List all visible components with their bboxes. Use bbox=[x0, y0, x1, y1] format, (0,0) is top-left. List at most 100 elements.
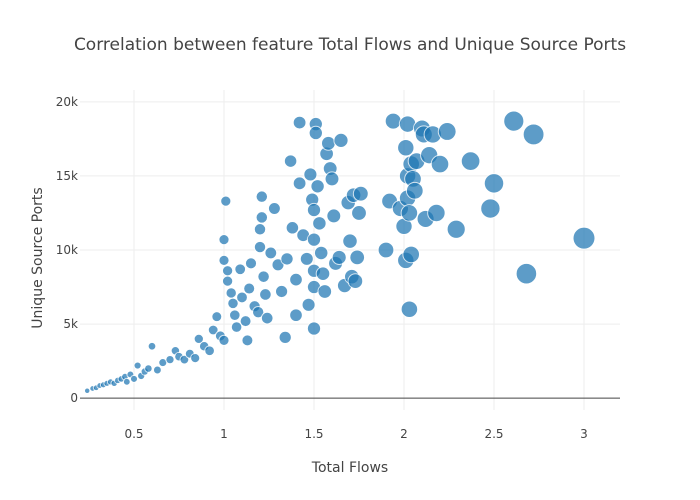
y-tick-label: 20k bbox=[56, 95, 78, 109]
scatter-point[interactable] bbox=[289, 272, 303, 287]
scatter-point[interactable] bbox=[211, 311, 223, 323]
scatter-point[interactable] bbox=[324, 171, 340, 187]
scatter-point[interactable] bbox=[384, 112, 402, 130]
scatter-point[interactable] bbox=[515, 262, 538, 285]
scatter-point[interactable] bbox=[352, 185, 369, 202]
scatter-point[interactable] bbox=[283, 154, 298, 168]
axes: 0.5 1 1.5 2 2.5 3 0 5k 10k 15k 20k bbox=[56, 95, 620, 441]
scatter-point[interactable] bbox=[227, 297, 239, 310]
scatter-point[interactable] bbox=[301, 297, 316, 312]
y-tick-label: 5k bbox=[63, 317, 78, 331]
scatter-point[interactable] bbox=[303, 167, 318, 182]
scatter-point[interactable] bbox=[253, 223, 267, 236]
scatter-point[interactable] bbox=[257, 270, 270, 283]
scatter-point[interactable] bbox=[483, 173, 505, 194]
scatter-point[interactable] bbox=[427, 203, 446, 223]
scatter-point[interactable] bbox=[221, 265, 234, 277]
y-tick-label: 10k bbox=[56, 243, 78, 257]
scatter-point[interactable] bbox=[278, 330, 292, 345]
scatter-point[interactable] bbox=[321, 135, 336, 151]
scatter-point[interactable] bbox=[280, 252, 294, 266]
scatter-point[interactable] bbox=[229, 309, 241, 321]
scatter-point[interactable] bbox=[190, 353, 201, 364]
scatter-point[interactable] bbox=[313, 245, 329, 261]
scatter-point[interactable] bbox=[285, 220, 300, 235]
scatter-point[interactable] bbox=[308, 125, 323, 141]
scatter-point[interactable] bbox=[480, 198, 501, 219]
scatter-point[interactable] bbox=[522, 123, 545, 146]
y-axis-title: Unique Source Ports bbox=[30, 187, 46, 328]
scatter-point[interactable] bbox=[218, 334, 230, 346]
scatter-point[interactable] bbox=[347, 273, 364, 289]
scatter-point[interactable] bbox=[218, 234, 230, 246]
scatter-point[interactable] bbox=[207, 324, 219, 336]
scatter-point[interactable] bbox=[221, 275, 234, 287]
scatter-point[interactable] bbox=[572, 226, 596, 250]
data-points bbox=[83, 110, 596, 394]
scatter-point[interactable] bbox=[259, 288, 272, 301]
scatter-point[interactable] bbox=[193, 333, 204, 345]
scatter-point[interactable] bbox=[234, 263, 247, 276]
scatter-point[interactable] bbox=[133, 361, 142, 370]
scatter-point[interactable] bbox=[239, 315, 252, 328]
scatter-point[interactable] bbox=[236, 291, 248, 304]
scatter-point[interactable] bbox=[460, 151, 481, 171]
scatter-point[interactable] bbox=[129, 374, 139, 383]
scatter-point[interactable] bbox=[306, 232, 322, 247]
scatter-point[interactable] bbox=[349, 249, 366, 266]
scatter-point[interactable] bbox=[244, 257, 258, 270]
scatter-point[interactable] bbox=[299, 251, 314, 266]
y-tick-label: 0 bbox=[70, 391, 78, 405]
scatter-point[interactable] bbox=[230, 321, 243, 333]
scatter-point[interactable] bbox=[165, 354, 175, 365]
scatter-point[interactable] bbox=[306, 321, 322, 336]
scatter-point[interactable] bbox=[326, 208, 342, 224]
scatter-point[interactable] bbox=[275, 284, 289, 299]
scatter-point[interactable] bbox=[377, 241, 395, 259]
scatter-point[interactable] bbox=[310, 179, 325, 194]
scatter-point[interactable] bbox=[255, 211, 269, 224]
scatter-point[interactable] bbox=[122, 377, 131, 386]
scatter-point[interactable] bbox=[241, 334, 254, 347]
scatter-point[interactable] bbox=[437, 122, 457, 141]
x-tick-label: 1 bbox=[220, 427, 228, 441]
scatter-point[interactable] bbox=[152, 365, 162, 375]
scatter-point[interactable] bbox=[255, 190, 269, 203]
scatter-point[interactable] bbox=[306, 202, 322, 218]
scatter-point[interactable] bbox=[503, 110, 525, 132]
scatter-point[interactable] bbox=[400, 204, 419, 222]
scatter-point[interactable] bbox=[405, 181, 424, 200]
scatter-point[interactable] bbox=[243, 282, 256, 295]
scatter-point[interactable] bbox=[144, 364, 153, 373]
scatter-point[interactable] bbox=[267, 202, 281, 215]
gridlines bbox=[80, 90, 620, 410]
scatter-point[interactable] bbox=[83, 387, 91, 394]
scatter-point[interactable] bbox=[147, 341, 157, 351]
scatter-point[interactable] bbox=[430, 154, 450, 174]
scatter-point[interactable] bbox=[292, 176, 307, 191]
x-tick-label: 1.5 bbox=[304, 427, 323, 441]
scatter-point[interactable] bbox=[312, 216, 327, 231]
scatter-point[interactable] bbox=[397, 139, 415, 157]
scatter-point[interactable] bbox=[351, 205, 367, 221]
scatter-point[interactable] bbox=[292, 115, 307, 130]
scatter-point[interactable] bbox=[252, 306, 265, 319]
scatter-point[interactable] bbox=[400, 300, 419, 319]
scatter-point[interactable] bbox=[402, 245, 421, 264]
scatter-point[interactable] bbox=[225, 287, 237, 299]
scatter-point[interactable] bbox=[264, 246, 278, 260]
scatter-point[interactable] bbox=[289, 308, 303, 323]
x-tick-label: 2 bbox=[400, 427, 408, 441]
scatter-point[interactable] bbox=[446, 219, 466, 239]
scatter-point[interactable] bbox=[204, 345, 215, 357]
scatter-point[interactable] bbox=[333, 132, 349, 148]
scatter-point[interactable] bbox=[331, 249, 347, 265]
scatter-point[interactable] bbox=[317, 284, 333, 299]
scatter-point[interactable] bbox=[260, 311, 274, 325]
scatter-point[interactable] bbox=[342, 233, 358, 249]
scatter-point[interactable] bbox=[220, 195, 232, 207]
scatter-point[interactable] bbox=[253, 240, 267, 254]
scatter-point[interactable] bbox=[218, 254, 230, 266]
scatter-point[interactable] bbox=[315, 266, 331, 282]
